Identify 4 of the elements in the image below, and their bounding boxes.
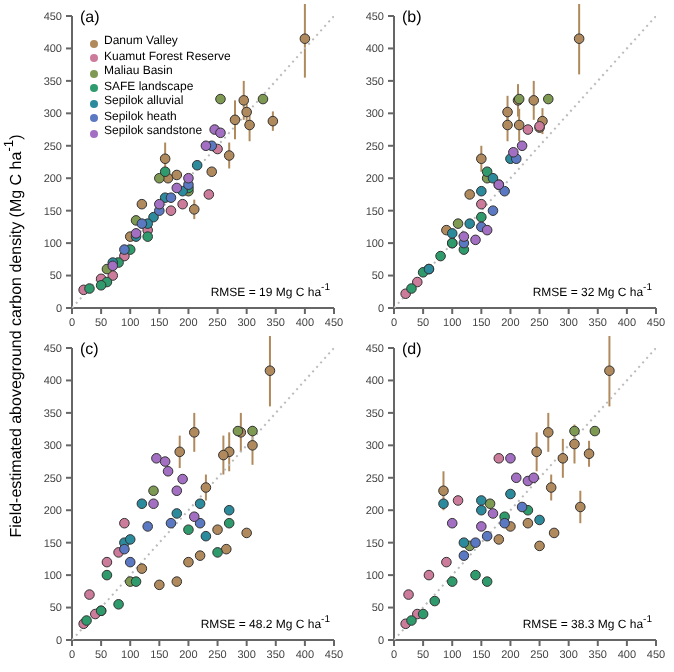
chart-title: (d) [402,340,422,358]
chart-title: (a) [80,8,100,26]
chart-title: (c) [80,340,99,358]
chart-title: (b) [402,8,422,26]
